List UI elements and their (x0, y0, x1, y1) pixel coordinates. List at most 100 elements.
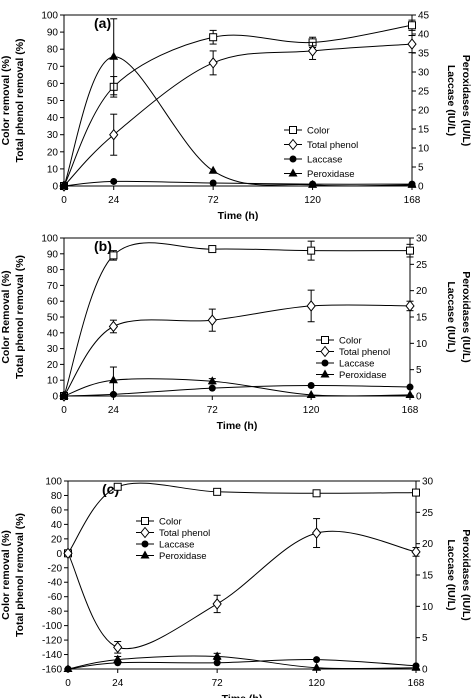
data-point (59, 181, 69, 189)
legend-label: Peroxidase (159, 551, 207, 562)
y-right-tick-label: 35 (418, 49, 430, 60)
data-point (63, 547, 73, 560)
y-right-axis-label: Peroxidases (IU/L) (460, 529, 472, 621)
y-left-axis-label: Color removal (%) (0, 56, 12, 146)
y-left-tick-label: 40 (47, 113, 59, 124)
data-point (312, 489, 321, 498)
y-right-axis-label: Laccase (IU/L) (445, 539, 457, 610)
series-line (67, 530, 417, 650)
y-right-tick-label: 5 (416, 365, 422, 376)
data-point (406, 246, 414, 255)
y-left-tick-label: -60 (48, 592, 63, 603)
y-left-tick-label: 20 (51, 534, 63, 545)
legend-marker (140, 550, 150, 559)
series-total-phenol (59, 289, 415, 402)
y-left-tick-label: 100 (45, 477, 62, 488)
legend-label: Peroxidase (339, 370, 387, 381)
x-tick-label: 168 (404, 195, 421, 206)
x-tick-label: 0 (61, 195, 67, 206)
x-axis-label: Time (h) (222, 693, 263, 698)
y-right-tick-label: 20 (422, 539, 434, 550)
data-point (59, 391, 69, 399)
data-point (213, 487, 222, 496)
data-point (306, 389, 316, 398)
chart-panel-b: 0 10 20 30 40 50 60 70 80 90 100 0 5 10 15 20 25 30 0 24 72 1… (0, 234, 472, 433)
y-left-tick-label: 10 (47, 376, 59, 387)
y-right-tick-label: 20 (418, 106, 430, 117)
data-point (411, 546, 421, 558)
data-point (113, 654, 123, 663)
data-point (208, 384, 216, 392)
data-point (109, 251, 118, 260)
y-right-tick-label: 15 (418, 125, 430, 136)
legend-label: Laccase (339, 359, 374, 370)
legend-label: Color (307, 126, 330, 137)
y-right-tick-label: 10 (418, 144, 430, 155)
data-point (208, 57, 218, 69)
data-point (212, 651, 222, 660)
y-right-tick-label: 40 (418, 30, 430, 41)
x-tick-label: 72 (207, 405, 219, 416)
y-left-tick-label: 90 (47, 28, 59, 39)
y-left-tick-label: -40 (48, 578, 63, 589)
legend-label: Color (159, 517, 182, 528)
y-left-tick-label: 50 (47, 313, 59, 324)
x-tick-label: 168 (408, 678, 425, 689)
y-right-tick-label: 0 (416, 392, 422, 403)
x-axis-label: Time (h) (218, 210, 259, 222)
data-point (405, 389, 415, 398)
legend-marker (321, 359, 329, 367)
legend-label: Color (339, 336, 362, 347)
y-left-tick-label: 0 (52, 392, 58, 403)
y-left-tick-label: -20 (48, 563, 63, 574)
data-point (209, 179, 217, 187)
legend-marker (141, 517, 149, 525)
series-line (67, 655, 417, 670)
y-right-tick-label: 20 (416, 286, 428, 297)
x-tick-label: 72 (208, 195, 220, 206)
y-right-axis-label: Peroxidases (IU/L) (460, 55, 472, 147)
y-left-tick-label: 100 (41, 11, 58, 22)
y-right-axis-label: Laccase (IU/L) (445, 281, 457, 352)
data-point (311, 527, 322, 539)
y-left-axis-label: Total phenol removal (%) (14, 255, 26, 379)
y-right-tick-label: 30 (416, 234, 428, 245)
data-point (108, 320, 119, 333)
series-line (63, 56, 413, 187)
x-tick-label: 24 (112, 678, 124, 689)
data-point (307, 246, 316, 255)
legend-label: Total phenol (307, 140, 358, 151)
x-tick-label: 24 (108, 405, 120, 416)
series-line (63, 24, 413, 187)
legend-label: Laccase (307, 155, 342, 166)
series-peroxidase (63, 651, 421, 672)
x-tick-label: 0 (61, 405, 67, 416)
y-right-tick-label: 25 (418, 87, 430, 98)
y-left-tick-label: 90 (47, 249, 59, 260)
x-tick-label: 72 (212, 678, 224, 689)
y-left-tick-label: 20 (47, 360, 59, 371)
y-left-tick-label: -100 (42, 621, 62, 632)
data-point (207, 376, 217, 385)
data-point (108, 375, 118, 384)
y-left-tick-label: 60 (47, 297, 59, 308)
legend-label: Total phenol (339, 347, 390, 358)
series-line (67, 482, 417, 554)
y-left-tick-label: 50 (47, 96, 59, 107)
y-right-tick-label: 25 (416, 260, 428, 271)
y-left-tick-label: 70 (47, 281, 59, 292)
y-left-tick-label: 80 (51, 491, 63, 502)
y-left-tick-label: -160 (42, 665, 62, 676)
data-point (312, 662, 322, 671)
chart-panel-a: 0 10 20 30 40 50 60 70 80 90 100 0 5 10 15 20 25 30 35 40 45… (0, 11, 472, 223)
data-point (307, 381, 315, 389)
legend-marker (320, 345, 330, 358)
panel-label: (b) (94, 238, 112, 254)
data-point (209, 33, 218, 42)
data-point (213, 659, 221, 667)
y-right-tick-label: 0 (422, 665, 428, 676)
y-left-tick-label: 60 (47, 79, 59, 90)
